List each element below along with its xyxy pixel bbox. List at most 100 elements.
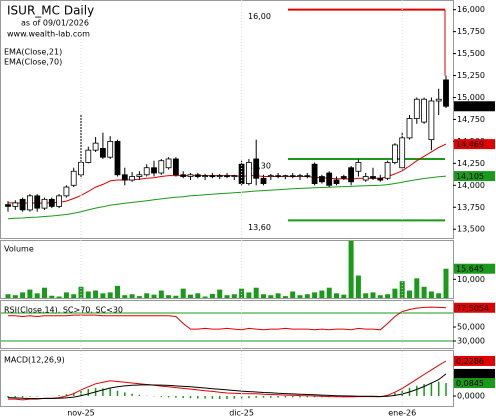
y-tick-label: 14,750 [457,115,485,124]
y-tick-label: 13,750 [457,203,485,212]
candle-body [224,175,230,178]
ema-line [7,175,447,220]
panel-title: MACD(12,26,9) [4,356,65,365]
histogram-bar [423,384,425,397]
volume-bar [275,293,281,298]
candle-body [12,202,19,207]
candle-body [143,167,150,176]
volume-bar [224,295,230,298]
candle-body [231,175,238,178]
volume-bar [195,293,201,298]
volume-bar [107,292,113,298]
histogram-bar [21,396,24,398]
histogram-bar [240,396,243,399]
volume-bar [355,275,361,298]
volume-bar [443,268,449,298]
histogram-bar [197,396,199,399]
candle-body [443,79,449,107]
histogram-bar [58,395,60,397]
histogram-bar [175,396,177,398]
candle-body [245,162,252,184]
chart-title: ISUR_MC Daily [7,4,94,18]
candle-body [355,162,362,172]
panel-frame [0,350,454,407]
y-tick-label: 15,750 [457,27,485,36]
candle-body [384,162,391,179]
volume-bar [326,287,332,298]
volume-bar [42,287,47,298]
value-tag-label: 77,5054 [456,304,489,313]
value-tag-label: 14,900 [456,102,484,111]
volume-bar [63,292,69,298]
volume-bar [341,294,347,298]
volume-bar [100,293,106,298]
histogram-bar [211,396,214,399]
candle-body [318,176,325,183]
volume-bar [78,286,84,298]
volume-bar [377,295,383,298]
volume-bar [268,295,274,298]
candle-body [370,176,376,179]
volume-bar [136,296,142,298]
value-tag [454,378,495,389]
candle-body [121,174,128,181]
legend-entry: EMA(Close,21) [4,48,62,57]
histogram-bar [87,388,90,397]
candle-body [19,198,26,211]
histogram-bar [116,390,119,397]
candle-body [413,98,420,119]
volume-bar [85,291,91,298]
histogram-bar [204,396,206,399]
histogram-bar [248,396,250,399]
volume-bar [246,292,252,298]
value-tag [454,368,495,379]
candle-body [253,158,260,179]
volume-bar [370,292,376,298]
chart-source: www.wealth-lab.com [7,30,90,39]
candle-body [275,175,282,178]
histogram-bar [102,388,104,397]
volume-bar [209,293,215,298]
volume-bar [71,294,77,298]
volume-bar [421,286,427,298]
candle-body [202,175,209,178]
volume-bar [428,291,434,298]
histogram-bar [182,396,184,399]
candle-body [70,170,77,186]
histogram-bar [218,396,221,399]
volume-bar [407,290,412,298]
volume-bar [297,295,303,298]
volume-bar [129,294,135,298]
y-tick-label: 15,500 [457,49,485,58]
legend-entry: EMA(Close,70) [4,58,62,67]
volume-bar [231,294,237,298]
candle-body [311,163,318,184]
candle-body [297,175,303,178]
candle-body [48,198,55,207]
candle-body [289,175,296,178]
y-tick-label: 14,000 [457,181,485,190]
volume-bar [34,293,40,298]
indicator-line [7,373,447,400]
volume-bar [180,288,186,298]
volume-bar [282,296,288,298]
value-tag [454,101,495,112]
volume-bar [93,290,99,298]
candle-body [282,175,289,178]
volume-bar [253,287,259,298]
value-tag-label: 0,0845 [456,379,484,388]
volume-bar [56,296,62,298]
candle-body [136,174,143,177]
histogram-bar [14,396,17,398]
candle-body [56,195,62,207]
histogram-bar [65,394,68,397]
value-tag-label: 15,645 [456,265,484,274]
histogram-bar [277,396,279,398]
candle-body [41,198,48,209]
histogram-bar [29,396,31,397]
volume-bar [217,289,223,298]
y-tick-label: 50,000 [457,323,485,332]
histogram-bar [394,392,396,397]
